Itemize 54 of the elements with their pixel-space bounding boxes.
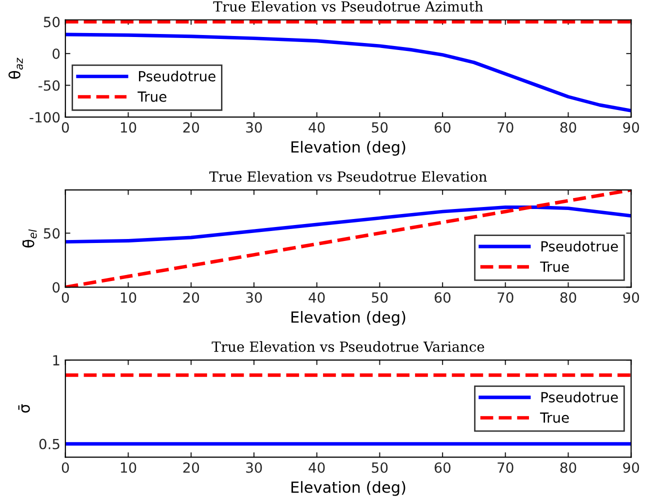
y-tick-label: 0	[52, 48, 60, 60]
x-tick-label: 0	[62, 462, 69, 473]
x-tick-label: 70	[498, 122, 514, 133]
x-tick-label: 50	[372, 292, 388, 303]
x-tick-label: 70	[498, 292, 514, 303]
y-tick-label: 50	[44, 228, 60, 239]
x-tick-label: 30	[246, 462, 262, 473]
legend-label: True	[138, 92, 166, 102]
x-tick-label: 0	[62, 122, 69, 133]
x-tick-label: 60	[434, 292, 450, 303]
x-tick-label: 40	[308, 462, 325, 473]
x-tick-label: 50	[372, 122, 388, 133]
x-tick-label: 60	[434, 462, 450, 473]
x-tick-label: 50	[372, 462, 388, 473]
x-tick-label: 10	[120, 292, 136, 303]
x-tick-label: 10	[120, 462, 136, 473]
x-tick-label: 20	[183, 122, 200, 133]
chart-title: True Elevation vs Pseudotrue Variance	[212, 341, 484, 352]
legend-label: Pseudotrue	[138, 70, 216, 82]
y-tick-label: 0	[52, 282, 60, 293]
x-tick-label: 40	[308, 292, 325, 303]
chart-title: True Elevation vs Pseudotrue Elevation	[209, 171, 487, 182]
y-tick-label: 1	[53, 355, 60, 366]
x-tick-label: 40	[308, 122, 325, 133]
y-axis-title: θ$_{az}$	[8, 58, 23, 79]
x-tick-label: 80	[560, 462, 576, 473]
y-axis-title: θ̄$_{el}$	[22, 229, 37, 248]
x-tick-label: 60	[434, 122, 450, 133]
y-axis-title: σ̄	[18, 404, 30, 413]
y-tick-label: 50	[44, 16, 60, 28]
x-tick-label: 80	[560, 292, 576, 303]
legend-label: Pseudotrue	[541, 392, 618, 402]
chart-title: True Elevation vs Pseudotrue Azimuth	[213, 0, 484, 12]
legend-label: True	[540, 262, 569, 272]
x-tick-label: 20	[183, 292, 200, 303]
y-tick-label: -100	[30, 112, 60, 123]
x-tick-label: 30	[246, 122, 262, 133]
x-tick-label: 90	[623, 462, 640, 473]
x-tick-label: 70	[498, 462, 514, 473]
legend-label: True	[540, 412, 569, 423]
x-tick-label: 80	[560, 122, 576, 133]
line-series	[65, 32, 632, 112]
x-axis-title: Elevation (deg)	[291, 481, 406, 496]
x-tick-label: 20	[183, 462, 200, 473]
x-axis-title: Elevation (deg)	[291, 140, 406, 156]
y-tick-label: 0.5	[39, 438, 60, 450]
x-tick-label: 90	[623, 122, 640, 133]
y-tick-label: -50	[38, 80, 60, 91]
x-tick-label: 10	[120, 122, 136, 133]
x-tick-label: 0	[62, 292, 69, 303]
x-tick-label: 90	[623, 292, 640, 303]
legend-label: Pseudotrue	[541, 240, 618, 252]
x-axis-title: Elevation (deg)	[291, 311, 406, 326]
x-tick-label: 30	[246, 292, 262, 303]
